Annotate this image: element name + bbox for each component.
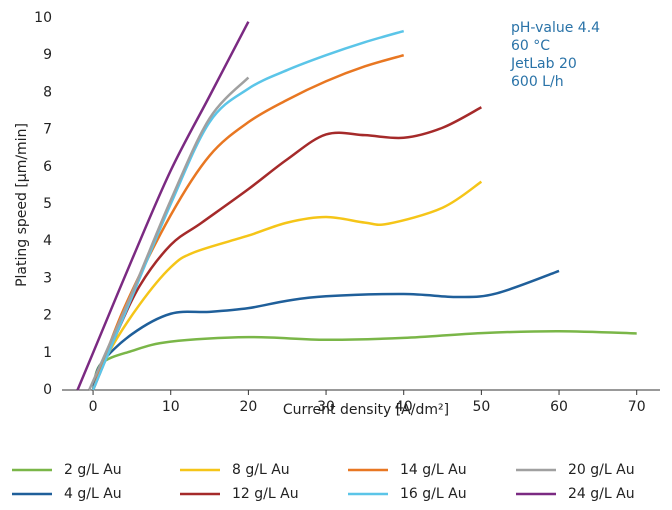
y-tick-label: 7 (43, 122, 52, 138)
y-tick-label: 9 (43, 47, 52, 63)
legend-label: 16 g/L Au (400, 486, 467, 502)
x-axis-label: Current density [A/dm²] (283, 402, 449, 418)
annotation: JetLab 20 (510, 56, 577, 72)
annotation: 60 °C (511, 38, 550, 54)
line (76, 21, 250, 391)
legend-label: 24 g/L Au (568, 486, 635, 502)
x-tick-label: 70 (628, 399, 646, 415)
annotation: 600 L/h (511, 74, 564, 90)
line (91, 29, 405, 391)
x-tick-label: 30 (317, 399, 335, 415)
legend-label: 12 g/L Au (232, 486, 299, 502)
legend-label: 4 g/L Au (64, 486, 122, 502)
line (88, 76, 250, 391)
annotation: pH-value 4.4 (511, 20, 600, 36)
legend-label: 14 g/L Au (400, 462, 467, 478)
x-tick-label: 50 (472, 399, 490, 415)
x-tick-label: 10 (162, 399, 180, 415)
y-axis-label: Plating speed [µm/min] (14, 123, 30, 287)
y-tick-label: 5 (43, 196, 52, 212)
line (91, 329, 637, 391)
x-tick-label: 40 (395, 399, 413, 415)
y-tick-label: 3 (43, 270, 52, 286)
legend-label: 2 g/L Au (64, 462, 122, 478)
x-tick-label: 0 (89, 399, 98, 415)
line (91, 106, 482, 391)
x-tick-label: 20 (239, 399, 257, 415)
y-tick-label: 0 (43, 382, 52, 398)
legend-label: 20 g/L Au (568, 462, 635, 478)
y-tick-label: 2 (43, 308, 52, 324)
y-tick-label: 10 (34, 10, 52, 26)
y-tick-label: 8 (43, 84, 52, 100)
y-tick-label: 6 (43, 159, 52, 175)
y-tick-label: 4 (43, 233, 52, 249)
line (91, 180, 483, 391)
y-tick-label: 1 (43, 345, 52, 361)
x-tick-label: 60 (550, 399, 568, 415)
line (91, 269, 560, 391)
legend-label: 8 g/L Au (232, 462, 290, 478)
